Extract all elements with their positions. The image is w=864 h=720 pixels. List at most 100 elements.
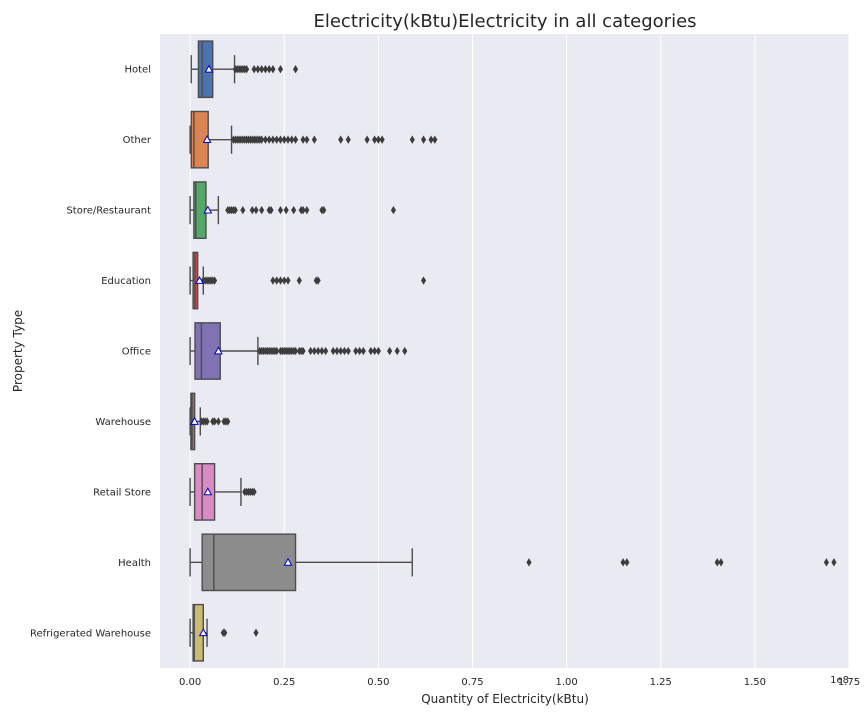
x-tick-label: 0.50 [367, 677, 389, 688]
outlier-point [360, 346, 366, 356]
outlier-point [266, 135, 272, 144]
outlier-point [296, 276, 302, 285]
box-group [189, 181, 396, 239]
mean-marker [195, 275, 204, 284]
y-axis-label: Property Type [11, 310, 25, 392]
outlier-point [289, 135, 295, 144]
outlier-point [420, 135, 427, 144]
outlier-point [212, 417, 218, 426]
outlier-point [281, 276, 287, 285]
box-iqr [201, 533, 297, 592]
outlier-point [409, 135, 415, 144]
outlier-point [268, 205, 274, 215]
outlier-point [338, 135, 344, 144]
outlier-point [222, 628, 228, 637]
outlier-point [253, 205, 259, 215]
outlier-point [249, 205, 255, 215]
x-tick-label: 1.25 [650, 677, 672, 688]
y-axis-ticks: Hotel Other Store/Restaurant Education Offic… [30, 65, 152, 640]
outlier-point [394, 346, 400, 356]
x-tick-label: 0.00 [179, 677, 201, 688]
outlier-point [270, 65, 276, 74]
box-group [189, 110, 438, 169]
outlier-point [345, 135, 351, 144]
outlier-point [285, 276, 291, 285]
outlier-point [823, 558, 829, 567]
box-group [189, 392, 231, 451]
outlier-point [292, 65, 299, 74]
box-iqr [193, 463, 216, 521]
outlier-point [240, 205, 246, 215]
outlier-point [274, 276, 280, 285]
outlier-point [334, 346, 340, 356]
outlier-point [402, 346, 408, 356]
x-axis-scale-label: 1e8 [830, 675, 849, 686]
mean-marker [190, 416, 200, 425]
outlier-point [277, 135, 284, 144]
outlier-point [311, 135, 317, 144]
outlier-point [341, 346, 348, 356]
box-iqr [194, 322, 221, 380]
x-axis-label: Quantity of Electricity(kBtu) [421, 692, 589, 706]
outlier-point [311, 346, 317, 356]
outlier-point [323, 346, 329, 356]
outlier-point [259, 135, 265, 144]
mean-marker [198, 628, 208, 637]
mean-marker [213, 346, 223, 355]
y-tick-label: Office [122, 347, 151, 358]
outlier-point [315, 276, 321, 285]
outlier-point [304, 205, 310, 215]
box-series [189, 40, 837, 662]
outlier-point [714, 558, 720, 567]
box-group [189, 603, 259, 662]
outlier-point [225, 417, 231, 426]
outlier-point [277, 65, 284, 74]
mean-marker [202, 135, 212, 144]
outlier-point [277, 205, 284, 215]
outlier-point [274, 135, 280, 144]
outlier-point [281, 135, 287, 144]
outlier-point [232, 205, 238, 215]
outlier-point [390, 205, 396, 215]
outlier-point [620, 558, 626, 567]
outlier-point [330, 346, 336, 356]
x-tick-label: 1.00 [555, 677, 577, 688]
box-group [189, 463, 257, 521]
outlier-point [345, 346, 351, 356]
box-group [189, 251, 427, 310]
outlier-point [319, 346, 325, 356]
outlier-point [364, 135, 370, 144]
mean-marker [203, 487, 213, 496]
outlier-point [315, 346, 321, 356]
outlier-point [251, 487, 257, 497]
x-axis-ticks: 0.00 0.25 0.50 0.75 1.00 1.25 1.50 1.75 [179, 677, 860, 688]
outlier-point [338, 346, 344, 356]
outlier-point [356, 346, 363, 356]
outlier-point [379, 135, 385, 144]
mean-marker [204, 64, 214, 73]
chart-title: Electricity(kBtu)Electricity in all cate… [313, 11, 696, 32]
box-group [190, 40, 299, 99]
y-tick-label: Health [118, 558, 151, 569]
outlier-point [308, 346, 314, 356]
outlier-point [526, 558, 532, 567]
outlier-point [215, 417, 221, 426]
outlier-point [375, 135, 381, 144]
outlier-point [372, 135, 378, 144]
y-tick-label: Hotel [125, 65, 152, 76]
outlier-point [372, 346, 378, 356]
mean-marker [203, 205, 213, 214]
outlier-point [283, 205, 289, 215]
outlier-point [262, 65, 268, 74]
outlier-point [368, 346, 374, 356]
outlier-point [300, 346, 306, 356]
outlier-point [292, 135, 299, 144]
outlier-point [262, 135, 268, 144]
box-group [189, 533, 837, 592]
outlier-point [353, 346, 359, 356]
outlier-point [277, 276, 284, 285]
y-tick-label: Store/Restaurant [66, 206, 151, 217]
outlier-point [432, 135, 438, 144]
y-tick-label: Warehouse [95, 417, 151, 428]
outlier-point [251, 65, 257, 74]
